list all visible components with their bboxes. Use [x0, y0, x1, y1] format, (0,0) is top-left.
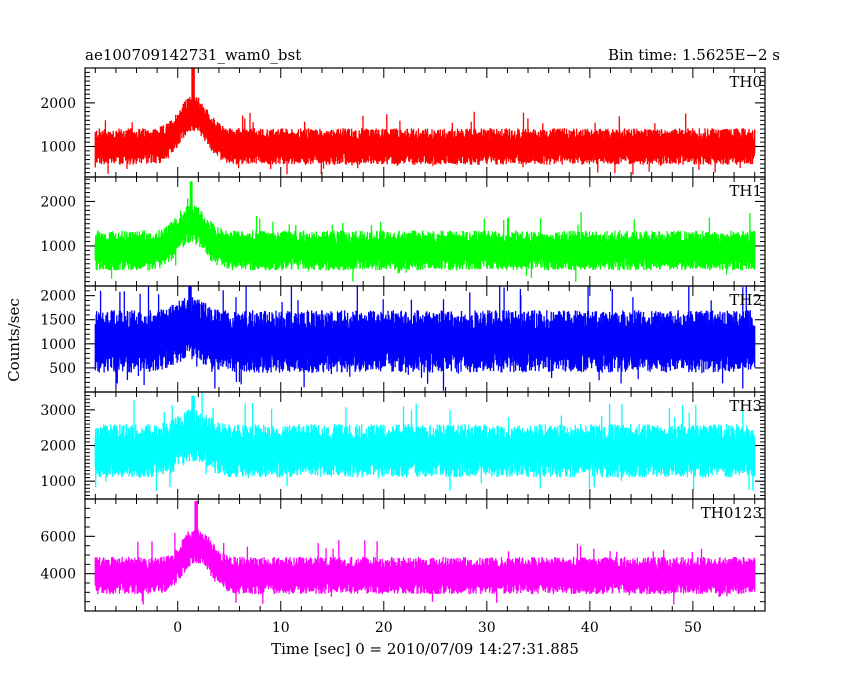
panel-th2: 500 1000 1500 2000 TH2 [40, 285, 766, 393]
x-tick-label: 20 [375, 620, 393, 636]
figure-title: ae100709142731_wam0_bst [85, 46, 301, 64]
y-tick-label: 500 [49, 361, 76, 377]
y-tick-label: 2000 [40, 96, 76, 112]
bin-time-label: Bin time: 1.5625E−2 s [608, 46, 780, 64]
panel-th3: 1000 2000 3000 TH3 [40, 391, 766, 500]
y-tick-label: 4000 [40, 567, 76, 583]
y-tick-label: 2000 [40, 289, 76, 305]
x-tick-label: 0 [173, 620, 182, 636]
series-th0123 [94, 500, 756, 605]
y-tick-label: 2000 [40, 194, 76, 210]
x-tick-label: 50 [684, 620, 702, 636]
series-th1 [94, 181, 756, 282]
panel-label: TH2 [729, 291, 762, 309]
x-tick-label: 40 [581, 620, 599, 636]
panel-label: TH0123 [701, 504, 762, 522]
x-tick-label: 10 [272, 620, 290, 636]
panel-th1: 1000 2000 TH1 [40, 176, 766, 287]
panel-label: TH1 [729, 182, 762, 200]
panel-label: TH0 [729, 73, 762, 91]
y-tick-label: 1000 [40, 474, 76, 490]
y-axis-label: Counts/sec [5, 298, 23, 382]
y-tick-label: 6000 [40, 529, 76, 545]
y-tick-label: 2000 [40, 439, 76, 455]
x-axis-ticks: 0 10 20 30 40 50 [173, 620, 702, 636]
x-tick-label: 30 [478, 620, 496, 636]
y-tick-label: 1500 [40, 313, 76, 329]
series-th2 [94, 286, 756, 391]
panels-group: 1000 2000 TH0 1000 2000 TH1 500 1000 1500 2000 TH2… [40, 67, 766, 612]
panel-th0123: 4000 6000 TH0123 [40, 498, 766, 612]
y-tick-label: 1000 [40, 239, 76, 255]
x-axis-label: Time [sec] 0 = 2010/07/09 14:27:31.885 [271, 640, 579, 658]
y-tick-label: 3000 [40, 403, 76, 419]
series-th3 [94, 392, 756, 491]
panel-label: TH3 [729, 397, 762, 415]
y-tick-label: 1000 [40, 337, 76, 353]
series-th0 [94, 68, 756, 175]
panel-th0: 1000 2000 TH0 [40, 67, 766, 178]
y-tick-label: 1000 [40, 139, 76, 155]
